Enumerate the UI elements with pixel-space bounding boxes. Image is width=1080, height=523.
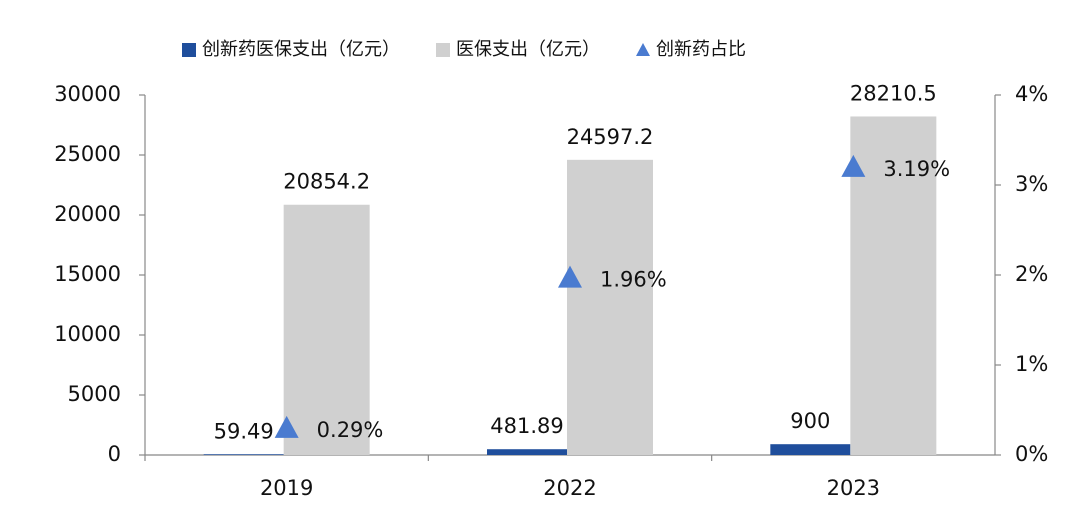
y2-tick-label: 2% bbox=[1015, 262, 1048, 286]
data-label: 59.49 bbox=[214, 419, 274, 443]
legend-marker bbox=[636, 43, 650, 56]
data-label: 900 bbox=[790, 409, 830, 433]
bar bbox=[487, 449, 567, 455]
marker bbox=[558, 265, 582, 288]
y-tick-label: 5000 bbox=[68, 382, 121, 406]
y-tick-label: 25000 bbox=[54, 142, 121, 166]
y2-tick-label: 3% bbox=[1015, 172, 1048, 196]
x-tick-label: 2022 bbox=[543, 476, 596, 500]
data-label: 481.89 bbox=[490, 414, 563, 438]
data-label: 3.19% bbox=[883, 157, 950, 181]
bar bbox=[567, 159, 653, 455]
y-tick-label: 15000 bbox=[54, 262, 121, 286]
legend-marker bbox=[436, 43, 450, 57]
legend-label: 创新药占比 bbox=[656, 39, 746, 60]
x-tick-label: 2023 bbox=[827, 476, 880, 500]
y2-tick-label: 1% bbox=[1015, 352, 1048, 376]
legend-label: 医保支出（亿元） bbox=[456, 39, 600, 60]
legend-marker bbox=[182, 43, 196, 57]
y-tick-label: 10000 bbox=[54, 322, 121, 346]
y-tick-label: 30000 bbox=[54, 82, 121, 106]
y-tick-label: 0 bbox=[108, 442, 121, 466]
y2-tick-label: 4% bbox=[1015, 82, 1048, 106]
x-tick-label: 2019 bbox=[260, 476, 313, 500]
legend-label: 创新药医保支出（亿元） bbox=[202, 39, 400, 60]
data-label: 20854.2 bbox=[283, 170, 370, 194]
bar bbox=[283, 204, 370, 455]
bar bbox=[203, 454, 284, 455]
data-label: 28210.5 bbox=[850, 81, 937, 105]
y2-tick-label: 0% bbox=[1015, 442, 1048, 466]
marker bbox=[841, 154, 866, 177]
bar bbox=[770, 444, 851, 455]
data-label: 0.29% bbox=[317, 418, 384, 442]
y-tick-label: 20000 bbox=[54, 202, 121, 226]
data-label: 24597.2 bbox=[567, 125, 654, 149]
bar bbox=[850, 116, 937, 455]
marker bbox=[274, 415, 299, 438]
data-label: 1.96% bbox=[600, 268, 667, 292]
